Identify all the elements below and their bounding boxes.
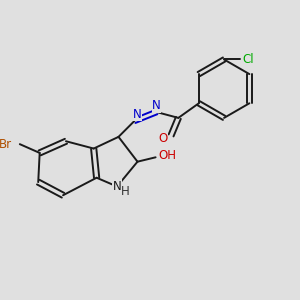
Text: H: H [121,185,130,198]
Text: OH: OH [158,149,176,162]
Text: Br: Br [0,138,12,151]
Text: N: N [133,108,141,121]
Text: Cl: Cl [242,53,254,66]
Text: N: N [113,180,122,193]
Text: N: N [152,99,161,112]
Text: O: O [158,132,167,145]
